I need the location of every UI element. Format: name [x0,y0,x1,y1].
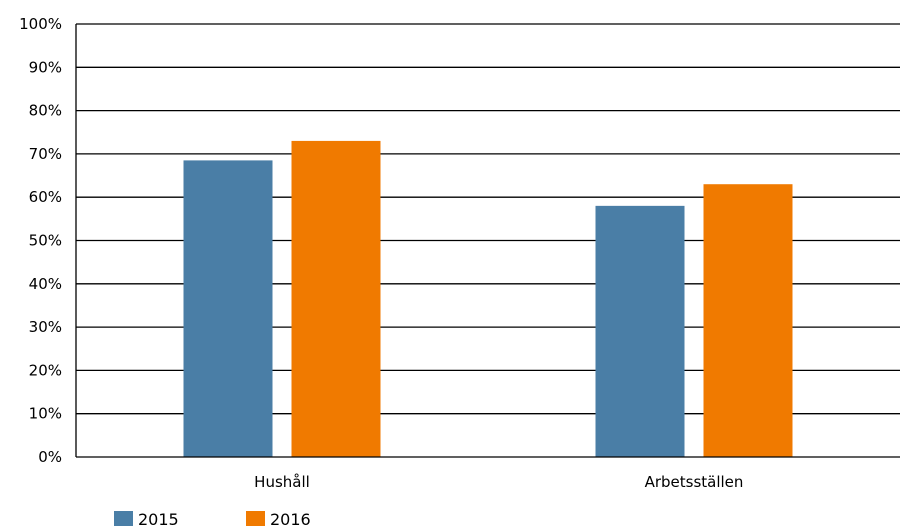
y-tick-label-50: 50% [29,232,62,250]
y-tick-label-20: 20% [29,361,62,379]
x-axis-category-labels: Hushåll Arbetsställen [254,473,743,491]
legend: 2015 2016 [114,510,311,529]
y-tick-label-100: 100% [19,15,62,33]
y-tick-label-40: 40% [29,275,62,293]
y-axis-tick-labels: 0% 10% 20% 30% 40% 50% 60% 70% 80% 90% 100% [19,15,62,466]
category-label-0: Hushåll [254,473,310,491]
bar-2015-0 [183,160,273,457]
bars [183,140,793,457]
y-tick-label-90: 90% [29,58,62,76]
axes [75,24,900,458]
bar-2015-1 [595,205,685,457]
category-label-1: Arbetsställen [645,473,744,491]
bar-2016-1 [703,184,793,457]
legend-label-2016: 2016 [270,510,311,528]
y-tick-label-30: 30% [29,318,62,336]
legend-label-2015: 2015 [138,510,179,528]
y-tick-label-10: 10% [29,405,62,423]
y-tick-label-70: 70% [29,145,62,163]
legend-swatch-2015 [114,511,133,526]
bar-2016-0 [291,140,381,457]
y-tick-label-80: 80% [29,102,62,120]
y-tick-label-0: 0% [38,448,62,466]
legend-swatch-2016 [246,511,265,526]
y-tick-label-60: 60% [29,188,62,206]
